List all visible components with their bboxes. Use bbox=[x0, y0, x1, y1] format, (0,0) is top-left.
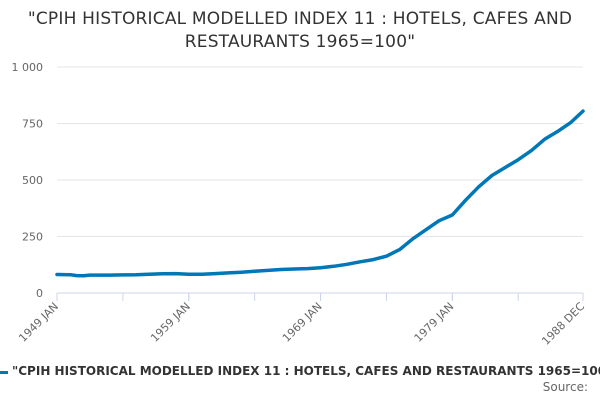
source-label: Source: bbox=[542, 380, 588, 394]
chart-title: "CPIH HISTORICAL MODELLED INDEX 11 : HOT… bbox=[27, 9, 573, 52]
x-tick-label: 1979 JAN bbox=[412, 300, 457, 345]
x-tick-label: 1949 JAN bbox=[16, 300, 61, 345]
series-line[interactable] bbox=[55, 109, 585, 278]
legend-label: "CPIH HISTORICAL MODELLED INDEX 11 : HOT… bbox=[12, 364, 600, 378]
legend[interactable]: "CPIH HISTORICAL MODELLED INDEX 11 : HOT… bbox=[0, 362, 600, 382]
y-tick-label: 250 bbox=[22, 231, 43, 244]
y-tick-label: 0 bbox=[36, 287, 43, 300]
y-tick-label: 1 000 bbox=[12, 61, 44, 74]
x-tick-label: 1969 JAN bbox=[280, 300, 325, 345]
x-tick-label: 1959 JAN bbox=[148, 300, 193, 345]
x-tick-label: 1988 DEC bbox=[539, 300, 587, 348]
y-tick-label: 500 bbox=[22, 174, 43, 187]
y-tick-label: 750 bbox=[22, 118, 43, 131]
legend-swatch bbox=[0, 371, 8, 374]
